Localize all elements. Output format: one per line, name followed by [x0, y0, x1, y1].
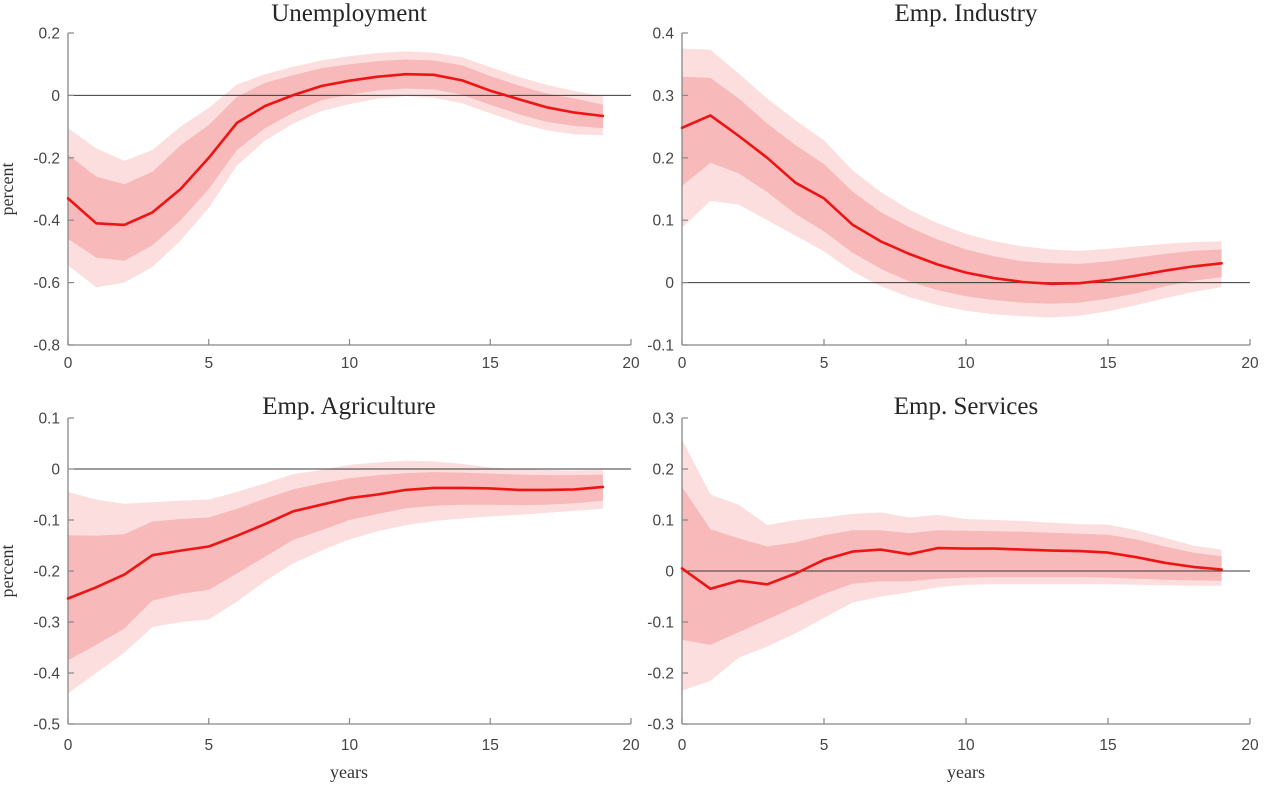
- x-tick-label: 10: [341, 737, 359, 754]
- x-tick-label: 10: [957, 737, 975, 754]
- y-tick-label: 0.2: [652, 462, 674, 479]
- y-tick-label: -0.2: [647, 666, 674, 683]
- y-tick-label: -0.4: [33, 213, 60, 230]
- chart-canvas-emp-services: Emp. Services years 0 5 10 15 200.30.20.10-0…: [647, 393, 1259, 782]
- x-tick-label: 0: [678, 355, 687, 372]
- plot-area: 0 5 10 15 20 0.2 0 -0.2 -0.4 -0.6 -0.8: [33, 26, 640, 373]
- x-tick-label: 20: [1241, 737, 1259, 754]
- chart-unemployment: Unemployment percent 0 5 10 15 20 0.2 0 -0.2 -0.…: [0, 0, 640, 392]
- y-tick-label: 0.2: [652, 150, 674, 167]
- chart-emp-services: Emp. Services years 0 5 10 15 20 0.3 0.2 0.1 0 -0…: [632, 392, 1264, 785]
- x-tick-label: 5: [820, 737, 829, 754]
- y-tick-label: 0.4: [652, 26, 674, 43]
- y-tick-label: 0.1: [38, 411, 60, 428]
- chart-title: Emp. Agriculture: [262, 393, 436, 420]
- x-tick-label: 5: [204, 737, 213, 754]
- y-axis-label: percent: [0, 163, 17, 216]
- x-axis-label: years: [947, 762, 985, 782]
- x-tick-label: 5: [204, 355, 213, 372]
- x-tick-label: 0: [64, 737, 73, 754]
- y-tick-label: 0.1: [652, 213, 674, 230]
- median-line: [66, 72, 605, 227]
- confidence-band-68: [682, 486, 1222, 645]
- x-tick-label: 15: [482, 737, 499, 754]
- confidence-band-68: [68, 472, 603, 661]
- chart-emp-industry: Emp. Industry 0 5 10 15 20 0.4 0.3 0.2 0.1 0 -0.1: [632, 0, 1264, 392]
- x-tick-label: 15: [1099, 355, 1116, 372]
- y-tick-label: 0: [665, 275, 674, 292]
- y-tick-label: -0.6: [33, 275, 60, 292]
- y-tick-label: 0: [665, 564, 674, 581]
- y-tick-label: 0.3: [652, 88, 674, 105]
- chart-canvas-emp-agriculture: Emp. Agriculture percent years 0 5 10 15 200…: [0, 393, 640, 782]
- median-line: [680, 114, 1223, 286]
- x-tick-label: 0: [64, 355, 73, 372]
- chart-emp-agriculture: Emp. Agriculture percent years 0 5 10 15 20 0…: [0, 392, 640, 785]
- plot-area: 0 5 10 15 200.40.30.20.10-0.1: [647, 26, 1259, 373]
- y-tick-label: -0.3: [647, 717, 674, 734]
- median-line: [680, 546, 1223, 591]
- x-tick-label: 10: [957, 355, 975, 372]
- y-tick-label: -0.5: [33, 717, 60, 734]
- chart-canvas-emp-industry: Emp. Industry 0 5 10 15 200.40.30.20.10-0.1: [647, 0, 1259, 373]
- y-tick-label: 0: [51, 462, 60, 479]
- y-tick-label: -0.2: [33, 150, 60, 167]
- x-tick-label: 20: [1241, 355, 1259, 372]
- y-tick-label: -0.1: [647, 338, 674, 355]
- y-tick-label: -0.4: [33, 666, 60, 683]
- plot-area: 0 5 10 15 20 0.3 0.2 0.1 0 -0.1 -0.2 -0.3: [647, 411, 1259, 755]
- chart-canvas-unemployment: Unemployment percent 0 5 10 15 20 0.2 0 -0.2 -0.…: [0, 0, 640, 372]
- y-tick-label: 0.1: [652, 513, 674, 530]
- y-tick-label: -0.8: [33, 338, 60, 355]
- x-axis-label: years: [330, 762, 368, 782]
- median-line: [66, 485, 605, 600]
- y-tick-label: -0.2: [33, 564, 60, 581]
- confidence-band-68: [68, 59, 603, 261]
- y-axis-label: percent: [0, 545, 17, 598]
- x-tick-label: 10: [341, 355, 359, 372]
- y-tick-label: -0.3: [33, 615, 60, 632]
- x-tick-label: 15: [1099, 737, 1116, 754]
- x-tick-label: 15: [482, 355, 499, 372]
- y-tick-label: 0: [51, 88, 60, 105]
- y-tick-label: -0.1: [33, 513, 60, 530]
- y-tick-label: -0.1: [647, 615, 674, 632]
- confidence-band-68: [682, 76, 1222, 304]
- y-tick-label: 0.3: [652, 411, 674, 428]
- x-tick-label: 5: [820, 355, 829, 372]
- chart-title: Unemployment: [271, 0, 427, 27]
- y-tick-label: 0.2: [38, 26, 60, 43]
- x-tick-label: 20: [622, 737, 640, 754]
- plot-area: 0 5 10 15 20 0.1 0 -0.1 -0.2 -0.3 -0.4 -0.5: [33, 411, 640, 755]
- chart-title: Emp. Industry: [894, 0, 1038, 27]
- x-tick-label: 20: [622, 355, 640, 372]
- chart-title: Emp. Services: [894, 393, 1038, 420]
- x-tick-label: 0: [678, 737, 687, 754]
